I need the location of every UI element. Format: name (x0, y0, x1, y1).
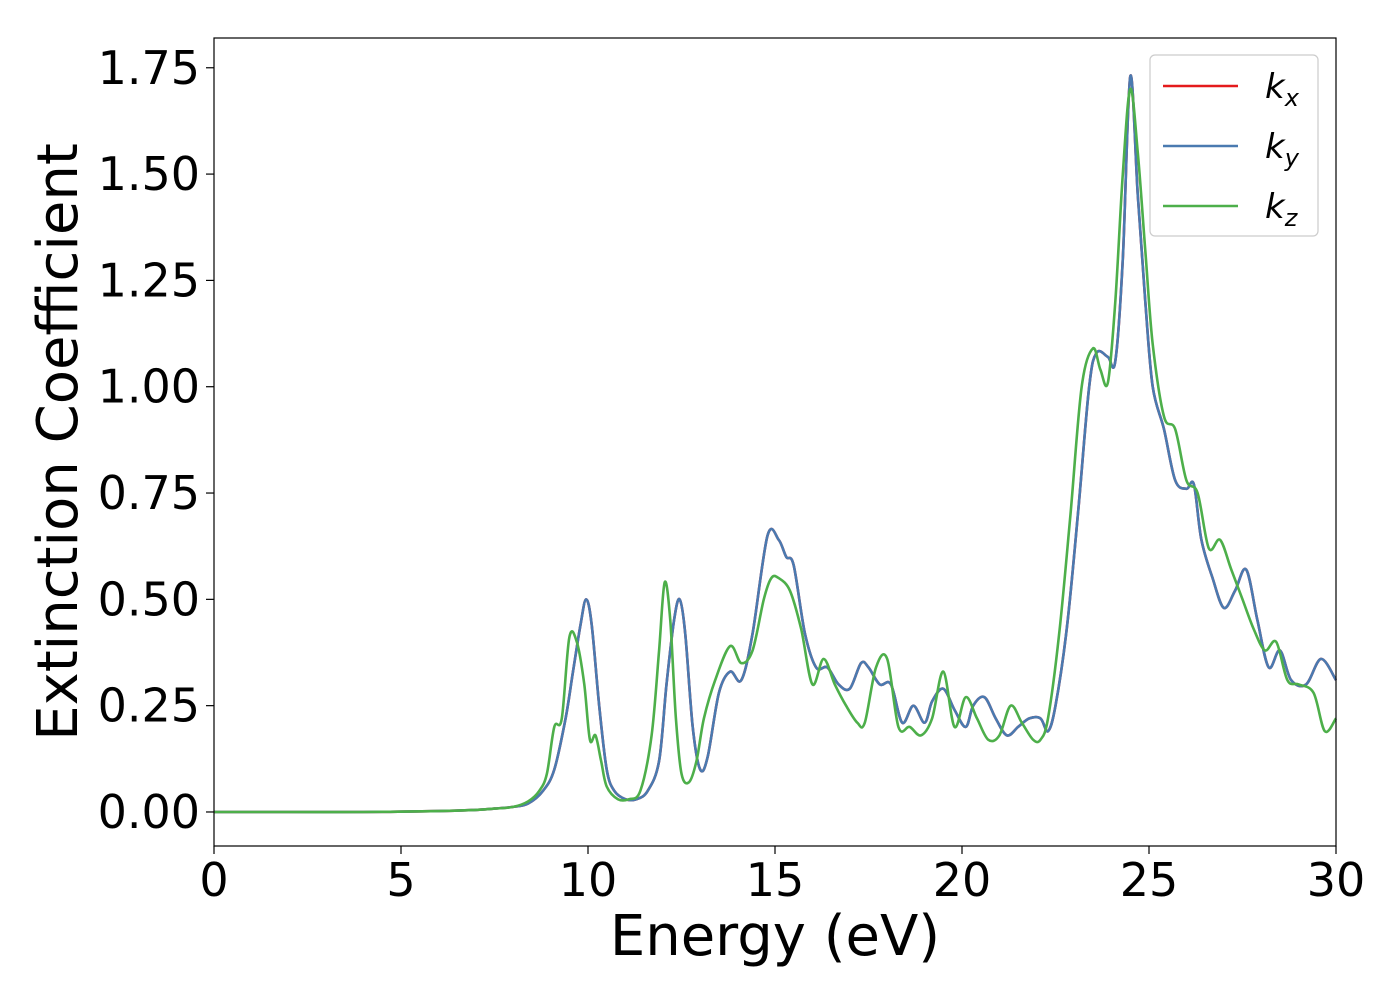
legend-label-ky: ky (1265, 127, 1300, 172)
x-tick-label: 30 (1307, 853, 1366, 907)
legend-subscript: y (1284, 144, 1300, 172)
x-axis-title: Energy (eV) (610, 904, 940, 969)
x-tick-label: 15 (746, 853, 805, 907)
legend-subscript: x (1284, 84, 1300, 112)
x-tick-label: 20 (933, 853, 992, 907)
plot-background (214, 38, 1336, 846)
series-line-kz (214, 87, 1338, 814)
y-tick-label: 0.25 (98, 679, 200, 733)
y-tick-label: 0.50 (98, 572, 200, 626)
y-tick-label: 1.00 (98, 360, 200, 414)
x-tick-label: 10 (559, 853, 618, 907)
y-tick-label: 0.75 (98, 466, 200, 520)
y-tick-label: 1.50 (98, 147, 200, 201)
y-tick-label: 0.00 (98, 785, 200, 839)
y-axis: 0.00 0.25 0.50 0.75 1.00 1.25 1.50 1.75 (98, 41, 214, 839)
x-axis: 0 5 10 15 20 25 30 (199, 846, 1365, 907)
series-line-ky (214, 74, 1338, 814)
y-axis-title: Extinction Coefficient (26, 143, 91, 741)
y-tick-label: 1.25 (98, 253, 200, 307)
plot-lines (214, 74, 1338, 814)
y-tick-label: 1.75 (98, 41, 200, 95)
x-tick-label: 25 (1120, 853, 1179, 907)
x-tick-label: 0 (199, 853, 228, 907)
x-tick-label: 5 (386, 853, 415, 907)
legend-subscript: z (1284, 204, 1299, 232)
